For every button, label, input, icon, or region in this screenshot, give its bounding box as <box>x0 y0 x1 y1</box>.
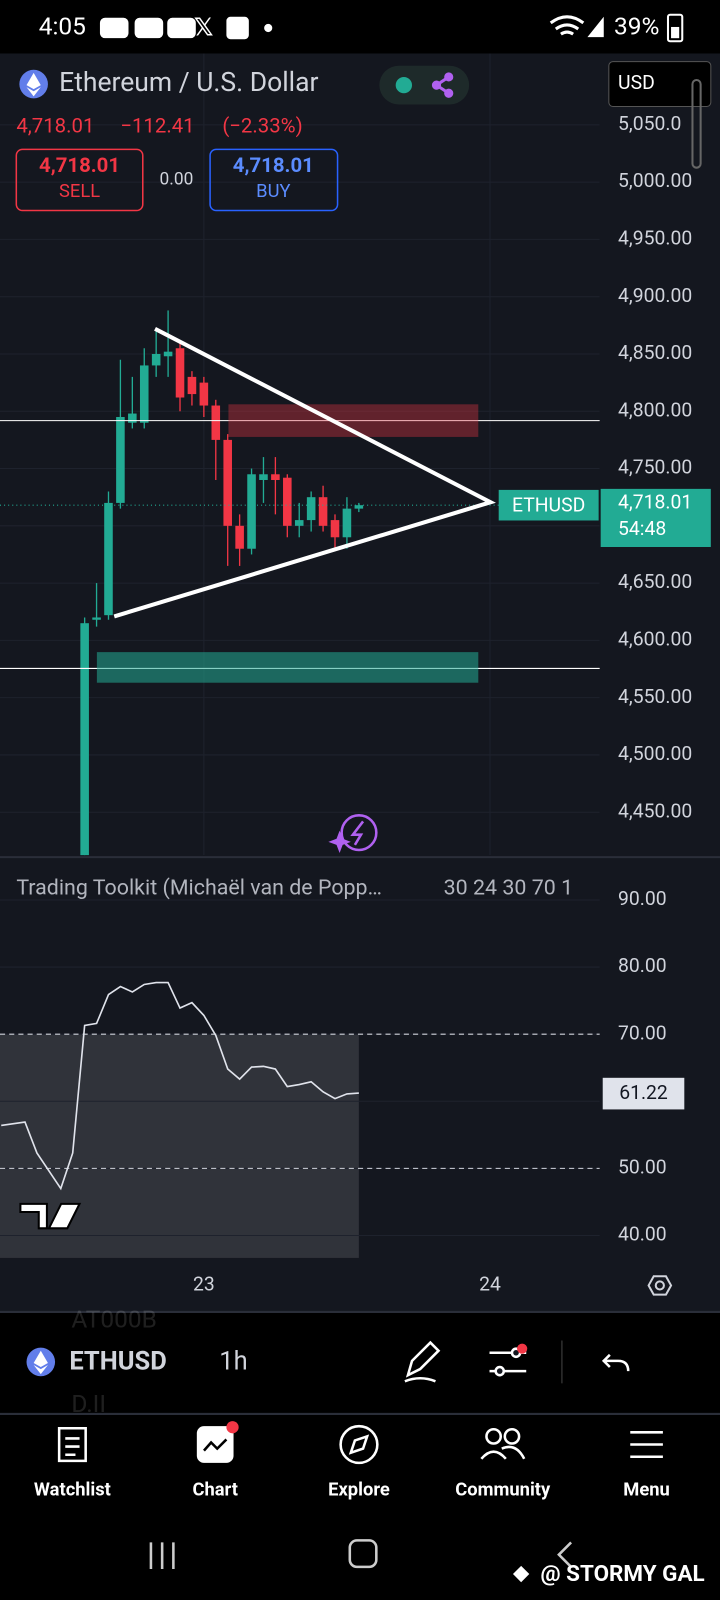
price-tag-label: 4,718.01 <box>618 490 692 513</box>
bottom-nav: Watchlist Chart Explore Community Menu <box>34 1479 670 1500</box>
time-tick-label: 24 <box>479 1273 501 1296</box>
nav-label[interactable]: Explore <box>328 1479 390 1500</box>
price-tick-label: 4,850.00 <box>618 341 692 364</box>
candle-body <box>259 474 268 480</box>
binance-icon <box>512 1565 530 1583</box>
candle-body <box>330 520 340 538</box>
status-time: 4:05 <box>39 11 86 40</box>
buy-button[interactable] <box>209 148 339 212</box>
indicator-tick-label: 40.00 <box>618 1223 667 1246</box>
indicator-tick-label: 70.00 <box>618 1021 667 1044</box>
candle-body <box>318 497 328 526</box>
symbol-title: Ethereum / U.S. Dollar <box>59 67 318 98</box>
candle-body <box>175 348 185 398</box>
tradingview-logo <box>19 1202 82 1230</box>
candle-body <box>128 413 137 423</box>
spread: 0.00 <box>160 170 194 190</box>
candle-body <box>342 508 352 538</box>
status-pill <box>379 65 470 105</box>
currency-box[interactable] <box>608 61 712 108</box>
time-tick-label: 23 <box>193 1273 215 1296</box>
system-nav[interactable] <box>149 1539 573 1569</box>
symbol-tag <box>498 489 599 521</box>
sell-price: 4,718.01 <box>39 153 120 177</box>
chart-area <box>0 53 720 1312</box>
sell-button[interactable] <box>15 148 144 212</box>
value-tag <box>602 1077 685 1110</box>
candle-body <box>223 439 232 526</box>
symbol-tag-label: ETHUSD <box>512 493 585 516</box>
status-icons: 𝕏 <box>99 12 684 43</box>
last-price: 4,718.01 <box>16 113 94 137</box>
candle-body <box>139 365 149 423</box>
nav-label[interactable]: Watchlist <box>34 1479 111 1500</box>
status-battery: 39% <box>614 11 659 40</box>
price-tick-label: 4,750.00 <box>618 456 692 479</box>
price-tick-label: 5,050.0 <box>618 112 681 135</box>
indicator-params: 30 24 30 70 1 <box>444 875 574 900</box>
support-zone <box>96 652 479 683</box>
ghost-text: AT000B <box>71 1305 157 1334</box>
eth-logo-glyph <box>33 1350 48 1375</box>
candle-body <box>211 405 221 440</box>
candle-body <box>104 502 113 616</box>
value-tag-label: 61.22 <box>619 1081 668 1104</box>
price-tag <box>600 488 711 548</box>
price-tick-label: 4,900.00 <box>618 284 692 307</box>
candle-body <box>80 623 89 856</box>
candle-body <box>306 497 316 521</box>
svg-text:𝕏: 𝕏 <box>194 12 214 41</box>
buy-label: BUY <box>256 181 290 202</box>
candle-body <box>199 382 209 406</box>
price-tick-label: 4,650.00 <box>618 570 692 593</box>
candle-body <box>163 351 173 357</box>
price-tick-label: 4,550.00 <box>618 685 692 708</box>
price-tick-label: 4,950.00 <box>618 227 692 250</box>
nav-icons[interactable] <box>57 1424 663 1465</box>
buy-price: 4,718.01 <box>233 153 314 177</box>
nav-label[interactable]: Menu <box>623 1479 670 1500</box>
nav-label[interactable]: Community <box>455 1479 551 1500</box>
candle-body <box>235 525 244 549</box>
candle-body <box>247 474 256 549</box>
market-open-dot <box>395 76 413 94</box>
sell-label: SELL <box>59 181 100 202</box>
candle-body <box>294 520 304 526</box>
price-tick-label: 4,600.00 <box>618 627 692 650</box>
candle-body <box>116 416 125 503</box>
currency: USD <box>618 71 655 94</box>
candle-body <box>92 617 101 620</box>
toolbar-interval[interactable]: 1h <box>219 1347 247 1377</box>
candle-body <box>271 474 280 480</box>
indicator-tick-label: 90.00 <box>618 887 667 910</box>
indicator-tick-label: 80.00 <box>618 954 667 977</box>
candle-body <box>151 353 161 366</box>
price-tick-label: 5,000.00 <box>618 169 692 192</box>
notification-dot <box>226 1421 239 1434</box>
eth-logo-glyph <box>26 72 41 97</box>
candle-body <box>283 477 292 526</box>
candle-body <box>187 376 197 395</box>
settings-icon[interactable] <box>647 1275 673 1296</box>
assistant-icon[interactable] <box>328 814 378 854</box>
notification-dot <box>517 1343 528 1354</box>
price-change-pct: (−2.33%) <box>222 113 302 137</box>
price-tick-label: 4,450.00 <box>618 799 692 822</box>
watermark: @ STORMY GAL <box>541 1561 705 1587</box>
countdown: 54:48 <box>618 517 666 540</box>
price-tick-label: 4,500.00 <box>618 742 692 765</box>
toolbar-symbol[interactable]: ETHUSD <box>69 1347 166 1377</box>
scrollbar <box>691 78 702 169</box>
indicator-line <box>1 981 359 1191</box>
candle-body <box>354 505 364 509</box>
price-plot <box>0 53 600 856</box>
indicator-tick-label: 50.00 <box>618 1156 667 1179</box>
nav-label[interactable]: Chart <box>192 1479 237 1500</box>
share-icon[interactable] <box>431 72 454 98</box>
price-tick-label: 4,800.00 <box>618 398 692 421</box>
triangle-drawing <box>113 327 496 619</box>
indicator-title: Trading Toolkit (Michaël van de Popp… <box>16 875 382 900</box>
price-change: −112.41 <box>120 113 194 137</box>
